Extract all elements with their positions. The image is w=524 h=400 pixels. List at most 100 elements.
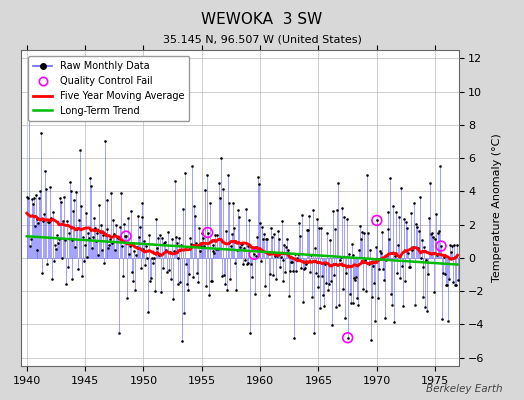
Point <box>250 251 258 258</box>
Point <box>370 318 379 324</box>
Point <box>161 239 169 245</box>
Point <box>379 276 388 283</box>
Point <box>316 305 325 312</box>
Point <box>444 276 453 282</box>
Point <box>43 261 51 267</box>
Point <box>238 261 247 267</box>
Point <box>364 230 372 237</box>
Point <box>345 291 354 297</box>
Point <box>403 225 411 232</box>
Point <box>348 300 357 306</box>
Point <box>221 280 230 287</box>
Point <box>68 276 77 282</box>
Point <box>165 266 173 273</box>
Point <box>112 222 121 228</box>
Point <box>395 214 403 220</box>
Point <box>72 189 81 195</box>
Point <box>137 214 146 220</box>
Point <box>114 234 123 241</box>
Point <box>31 192 40 198</box>
Point <box>189 274 197 280</box>
Point <box>254 174 263 180</box>
Point <box>297 264 305 271</box>
Point <box>441 271 449 277</box>
Point <box>396 274 405 281</box>
Point <box>34 246 42 253</box>
Point <box>36 188 45 194</box>
Point <box>54 240 62 246</box>
Point <box>282 244 291 250</box>
Point <box>160 240 168 246</box>
Point <box>115 330 123 336</box>
Point <box>388 301 397 308</box>
Point <box>100 259 108 266</box>
Point <box>423 308 432 315</box>
Point <box>94 252 102 258</box>
Point <box>122 233 130 239</box>
Point <box>361 257 369 263</box>
Point <box>399 302 407 309</box>
Point <box>163 229 172 236</box>
Point <box>278 278 287 285</box>
Point <box>283 235 291 242</box>
Point <box>200 243 208 249</box>
Point <box>366 246 374 253</box>
Point <box>442 282 450 288</box>
Point <box>171 233 180 240</box>
Point <box>350 274 358 281</box>
Point <box>181 170 190 176</box>
Point <box>417 237 425 243</box>
Point <box>63 264 72 270</box>
Point <box>428 230 436 236</box>
Point <box>310 330 318 336</box>
Point <box>354 302 363 308</box>
Point <box>92 238 100 244</box>
Point <box>394 242 402 248</box>
Point <box>264 249 272 255</box>
Point <box>355 247 364 253</box>
Point <box>213 232 222 238</box>
Point <box>312 216 321 222</box>
Point <box>190 202 198 209</box>
Point <box>341 315 349 321</box>
Point <box>41 168 49 174</box>
Point <box>318 273 326 279</box>
Point <box>365 260 373 267</box>
Point <box>266 270 274 277</box>
Point <box>286 268 294 274</box>
Point <box>57 199 65 206</box>
Point <box>99 232 107 238</box>
Point <box>83 254 91 260</box>
Point <box>89 234 97 240</box>
Point <box>143 255 151 261</box>
Point <box>86 175 94 181</box>
Point <box>219 186 227 192</box>
Point <box>231 260 239 267</box>
Point <box>73 226 82 232</box>
Point <box>337 205 346 212</box>
Point <box>71 244 80 250</box>
Point <box>50 258 58 264</box>
Point <box>267 225 275 232</box>
Point <box>265 292 273 298</box>
Point <box>141 262 150 268</box>
Point <box>269 271 277 278</box>
Point <box>108 240 116 246</box>
Point <box>59 218 67 224</box>
Point <box>252 252 260 259</box>
Point <box>166 248 174 255</box>
Point <box>174 255 183 261</box>
Point <box>404 250 412 256</box>
Point <box>153 245 161 251</box>
Point <box>373 217 381 224</box>
Point <box>375 266 383 272</box>
Point <box>232 287 240 293</box>
Point <box>210 249 219 256</box>
Point <box>335 302 343 309</box>
Point <box>242 205 250 212</box>
Point <box>30 223 39 229</box>
Point <box>211 231 220 238</box>
Point <box>343 216 351 222</box>
Point <box>109 217 117 223</box>
Point <box>157 288 165 295</box>
